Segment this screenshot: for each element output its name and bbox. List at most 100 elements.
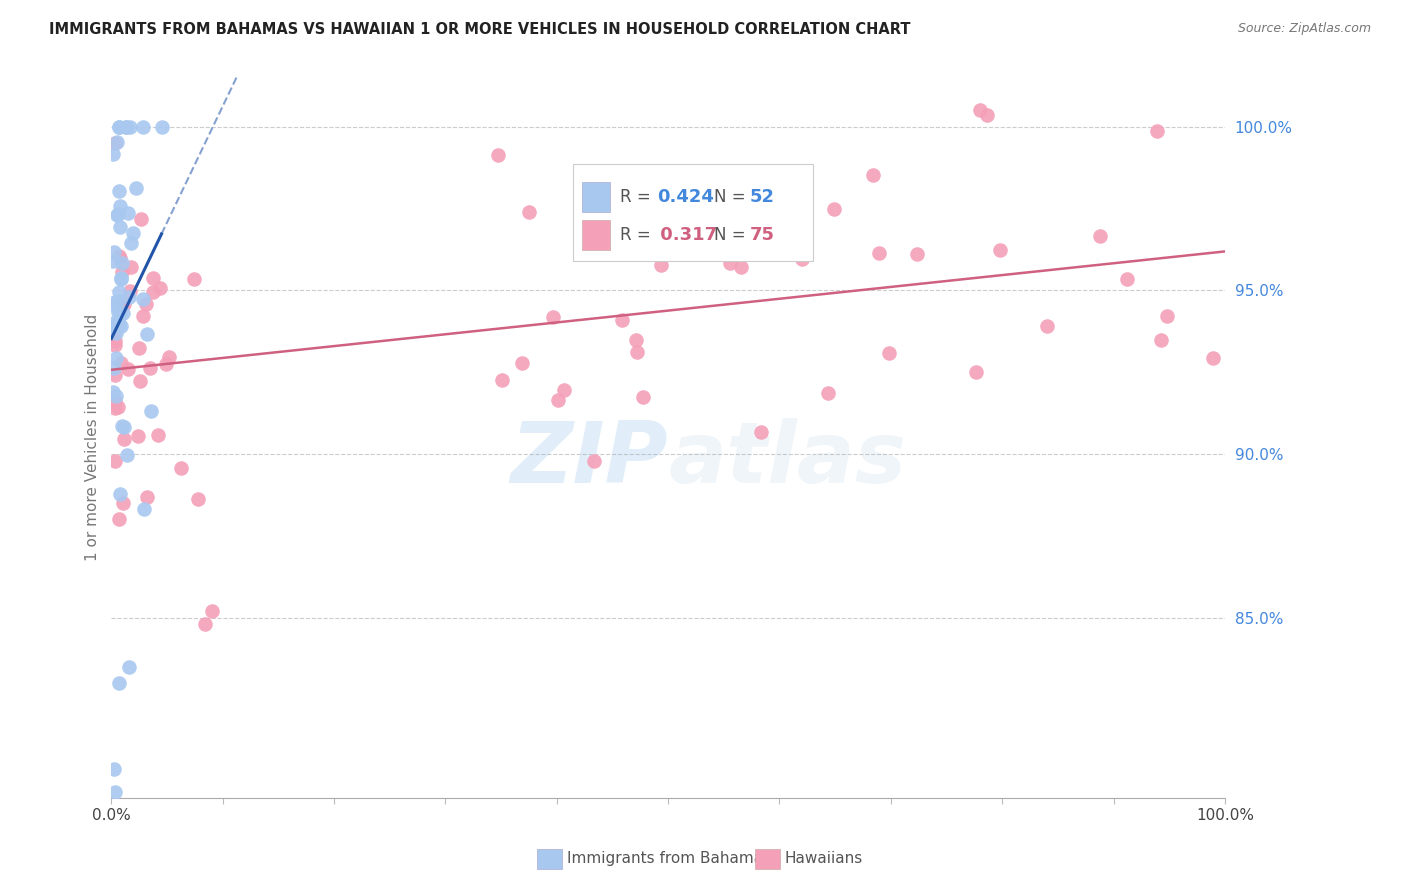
Text: Source: ZipAtlas.com: Source: ZipAtlas.com <box>1237 22 1371 36</box>
Point <box>1088 229 1111 244</box>
Point <box>107 294 129 309</box>
Text: ZIP: ZIP <box>510 417 668 501</box>
Point <box>101 254 124 268</box>
Point <box>620 240 643 254</box>
Point <box>105 135 128 149</box>
Point <box>541 310 564 324</box>
Text: 0.317: 0.317 <box>654 227 717 244</box>
Point <box>127 429 149 443</box>
Point <box>104 338 127 352</box>
Point <box>138 361 160 376</box>
Point <box>111 256 134 270</box>
Point <box>486 147 509 161</box>
Point <box>1116 272 1139 286</box>
Point <box>110 318 132 333</box>
Text: Immigrants from Bahamas: Immigrants from Bahamas <box>567 852 770 866</box>
Point <box>108 249 131 263</box>
Point <box>730 260 752 274</box>
Point <box>107 206 129 220</box>
Point <box>103 360 125 375</box>
Point <box>965 365 987 379</box>
Point <box>107 285 129 299</box>
Point <box>108 120 131 134</box>
Point <box>142 285 165 299</box>
Point <box>146 428 169 442</box>
Point <box>110 271 132 285</box>
Point <box>1146 124 1168 138</box>
Point <box>107 400 129 414</box>
Point <box>104 294 127 309</box>
Point <box>114 120 136 134</box>
Point <box>104 334 127 349</box>
Point <box>108 676 131 690</box>
Point <box>1150 333 1173 347</box>
Point <box>751 425 773 440</box>
Point <box>115 120 138 134</box>
Point <box>104 326 127 340</box>
Text: atlas: atlas <box>668 417 907 501</box>
Point <box>111 306 134 320</box>
Point <box>104 351 127 365</box>
Point <box>718 256 741 270</box>
Point <box>823 202 845 217</box>
Point <box>104 784 127 798</box>
Point <box>112 420 135 434</box>
Point <box>108 184 131 198</box>
Point <box>877 346 900 360</box>
Point <box>152 120 174 134</box>
Point <box>104 401 127 416</box>
Point <box>104 454 127 468</box>
Text: R =: R = <box>620 227 657 244</box>
Point <box>626 344 648 359</box>
Point <box>142 271 165 285</box>
Y-axis label: 1 or more Vehicles in Household: 1 or more Vehicles in Household <box>86 314 100 561</box>
Point <box>553 383 575 397</box>
Point <box>107 305 129 319</box>
Point <box>125 181 148 195</box>
Point <box>583 454 606 468</box>
Point <box>108 220 131 235</box>
Point <box>103 316 125 330</box>
Point <box>136 327 159 342</box>
Point <box>104 368 127 383</box>
Point <box>141 403 163 417</box>
Point <box>115 448 138 462</box>
Point <box>157 350 180 364</box>
Point <box>132 502 155 516</box>
Point <box>512 356 534 370</box>
Point <box>155 357 177 371</box>
Point <box>187 492 209 507</box>
Point <box>108 251 131 265</box>
Point <box>118 290 141 304</box>
Point <box>117 660 139 674</box>
Point <box>1156 309 1178 323</box>
Point <box>135 297 157 311</box>
Point <box>104 299 127 313</box>
Point <box>517 205 540 219</box>
FancyBboxPatch shape <box>574 164 813 261</box>
Point <box>104 393 127 408</box>
Point <box>112 496 135 510</box>
Point <box>101 385 124 400</box>
Point <box>132 309 155 323</box>
Point <box>170 460 193 475</box>
Bar <box>582 220 610 251</box>
Point <box>120 260 142 274</box>
Point <box>650 258 672 272</box>
Point <box>990 243 1012 257</box>
Point <box>111 418 134 433</box>
Point <box>194 617 217 632</box>
Point <box>976 108 998 122</box>
Point <box>110 199 132 213</box>
Point <box>129 212 152 227</box>
Point <box>862 168 884 182</box>
Point <box>118 284 141 298</box>
Point <box>132 120 155 134</box>
Point <box>631 390 654 404</box>
Point <box>792 252 814 266</box>
Bar <box>582 182 610 212</box>
Point <box>624 333 647 347</box>
Point <box>610 313 633 327</box>
Text: 52: 52 <box>749 188 775 206</box>
Point <box>112 432 135 446</box>
